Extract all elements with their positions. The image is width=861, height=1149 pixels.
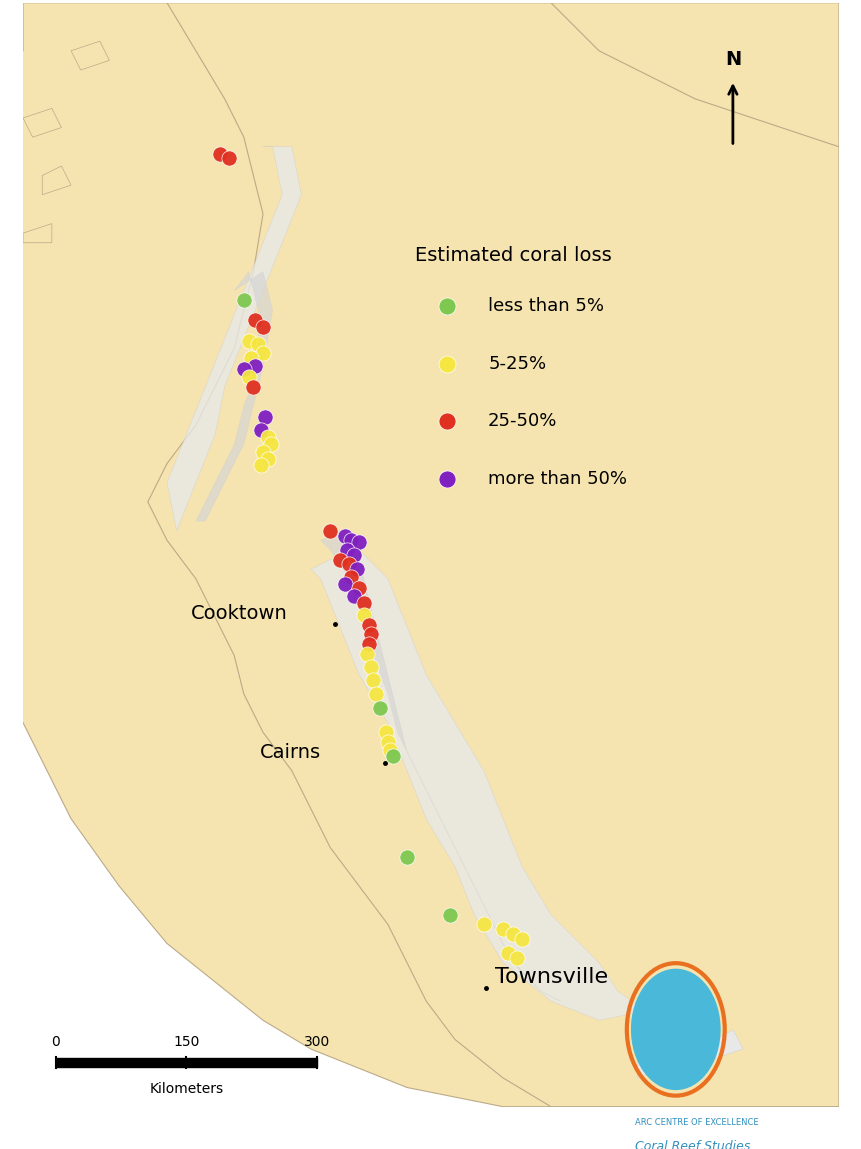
Point [344, 531, 358, 549]
Text: 300: 300 [303, 1035, 330, 1049]
Point [382, 740, 396, 758]
Text: 5-25%: 5-25% [487, 355, 546, 372]
Point [342, 555, 356, 573]
Polygon shape [311, 550, 647, 1020]
Point [362, 616, 375, 634]
Point [362, 634, 375, 653]
Point [261, 427, 275, 446]
Text: Cooktown: Cooktown [191, 604, 288, 623]
Point [257, 408, 271, 426]
Polygon shape [167, 147, 301, 531]
Point [351, 533, 365, 552]
Point [254, 421, 268, 439]
Point [381, 733, 394, 751]
Polygon shape [0, 2, 838, 1106]
Polygon shape [147, 2, 838, 1106]
Point [385, 747, 399, 765]
Polygon shape [714, 1030, 742, 1058]
Point [261, 449, 275, 468]
Point [373, 699, 387, 717]
Point [366, 670, 380, 688]
Text: 25-50%: 25-50% [487, 412, 557, 430]
Point [363, 625, 377, 643]
Point [248, 356, 262, 375]
Point [213, 145, 226, 163]
Point [347, 546, 361, 564]
Point [351, 579, 365, 597]
Point [256, 318, 269, 337]
Text: less than 5%: less than 5% [487, 298, 604, 315]
Polygon shape [71, 41, 109, 70]
Point [338, 526, 351, 545]
Text: Townsville: Townsville [495, 966, 608, 987]
Point [241, 368, 255, 386]
Text: Cairns: Cairns [260, 743, 321, 762]
Text: 150: 150 [173, 1035, 199, 1049]
Point [350, 560, 363, 578]
Text: Coral Reef Studies: Coral Reef Studies [635, 1140, 749, 1149]
Point [241, 331, 255, 349]
Point [500, 943, 514, 962]
FancyBboxPatch shape [56, 1058, 316, 1067]
Polygon shape [550, 2, 838, 147]
Point [256, 442, 269, 461]
Point [246, 378, 260, 396]
Point [476, 915, 490, 933]
Point [248, 310, 262, 329]
Text: Estimated coral loss: Estimated coral loss [414, 246, 610, 264]
Point [510, 949, 523, 967]
Polygon shape [320, 531, 560, 1001]
Text: ARC CENTRE OF EXCELLENCE: ARC CENTRE OF EXCELLENCE [635, 1118, 758, 1127]
Point [505, 925, 519, 943]
Point [379, 723, 393, 741]
Point [356, 606, 370, 624]
Point [344, 568, 358, 586]
Point [256, 344, 269, 362]
Polygon shape [636, 1049, 666, 1078]
Polygon shape [23, 108, 61, 137]
Point [338, 574, 351, 593]
Point [332, 550, 346, 569]
Point [400, 848, 413, 866]
Point [222, 149, 236, 168]
Point [369, 685, 383, 703]
Point [340, 541, 354, 560]
Polygon shape [42, 165, 71, 195]
Polygon shape [0, 2, 838, 1106]
Point [359, 645, 373, 663]
Point [443, 905, 456, 924]
Point [323, 522, 337, 540]
Polygon shape [23, 224, 52, 242]
Point [237, 361, 251, 379]
Point [515, 930, 529, 948]
Polygon shape [675, 1058, 703, 1087]
Text: more than 50%: more than 50% [487, 470, 627, 487]
Point [356, 594, 370, 612]
Circle shape [630, 969, 720, 1090]
Point [496, 920, 510, 939]
Point [245, 349, 258, 368]
Point [363, 658, 377, 677]
Point [254, 456, 268, 475]
Point [237, 291, 251, 309]
Point [347, 587, 361, 606]
Point [251, 334, 265, 353]
Text: Kilometers: Kilometers [149, 1082, 223, 1096]
Text: N: N [724, 51, 740, 69]
Point [263, 435, 277, 454]
Text: 0: 0 [52, 1035, 60, 1049]
Polygon shape [195, 271, 272, 522]
